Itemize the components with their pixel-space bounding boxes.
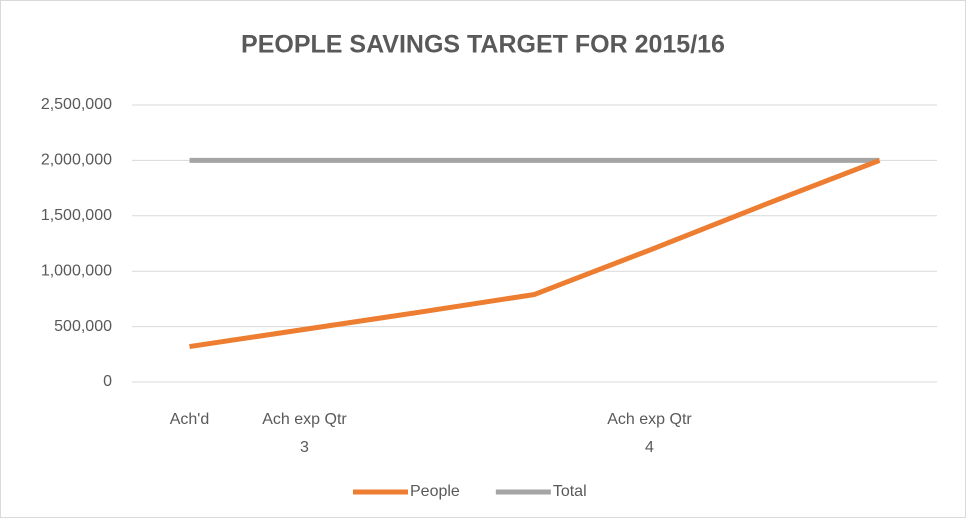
chart-title: PEOPLE SAVINGS TARGET FOR 2015/16 (241, 31, 725, 59)
y-tick-label: 500,000 (54, 318, 112, 335)
y-tick-label: 2,500,000 (41, 96, 112, 113)
x-tick-label: Ach'd (170, 411, 210, 428)
legend-label: Total (553, 483, 587, 500)
y-tick-label: 0 (103, 373, 112, 390)
line-series (189, 158, 881, 350)
legend-label: People (410, 483, 460, 500)
x-tick-label: Ach exp Qtr 4 (607, 411, 692, 456)
y-tick-label: 2,000,000 (41, 152, 112, 169)
x-tick-label: Ach exp Qtr 3 (262, 411, 347, 456)
y-tick-label: 1,500,000 (41, 207, 112, 224)
y-tick-label: 1,000,000 (41, 262, 112, 279)
